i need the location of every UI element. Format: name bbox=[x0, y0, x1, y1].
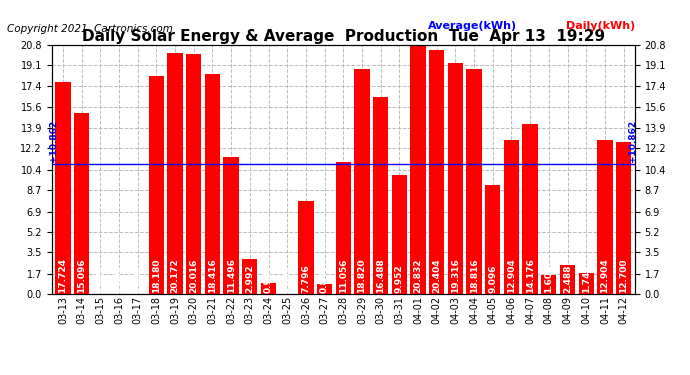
Bar bbox=[168, 53, 183, 294]
Bar bbox=[560, 264, 575, 294]
Text: 15.096: 15.096 bbox=[77, 258, 86, 292]
Text: 18.180: 18.180 bbox=[152, 258, 161, 292]
Text: 0.000: 0.000 bbox=[283, 265, 292, 292]
Text: 0.000: 0.000 bbox=[133, 265, 142, 292]
Bar bbox=[466, 69, 482, 294]
Bar bbox=[373, 97, 388, 294]
Text: 17.724: 17.724 bbox=[59, 258, 68, 292]
Text: 11.496: 11.496 bbox=[226, 258, 236, 292]
Bar bbox=[298, 201, 313, 294]
Text: 1.748: 1.748 bbox=[582, 264, 591, 292]
Bar bbox=[261, 283, 276, 294]
Text: +10.862: +10.862 bbox=[629, 120, 638, 162]
Bar bbox=[242, 258, 257, 294]
Text: 9.096: 9.096 bbox=[489, 264, 497, 292]
Bar bbox=[429, 50, 444, 294]
Text: 12.904: 12.904 bbox=[600, 258, 609, 292]
Text: 0.840: 0.840 bbox=[320, 264, 329, 292]
Text: 18.820: 18.820 bbox=[357, 258, 366, 292]
Text: +10.862: +10.862 bbox=[49, 120, 58, 162]
Text: 18.416: 18.416 bbox=[208, 258, 217, 292]
Text: 19.316: 19.316 bbox=[451, 258, 460, 292]
Text: 0.000: 0.000 bbox=[96, 265, 105, 292]
Bar bbox=[411, 45, 426, 294]
Bar bbox=[317, 284, 333, 294]
Text: 20.016: 20.016 bbox=[189, 258, 198, 292]
Bar bbox=[354, 69, 370, 294]
Bar bbox=[504, 140, 519, 294]
Text: 9.952: 9.952 bbox=[395, 264, 404, 292]
Bar bbox=[149, 76, 164, 294]
Text: 20.172: 20.172 bbox=[170, 258, 179, 292]
Text: 1.604: 1.604 bbox=[544, 264, 553, 292]
Text: 2.992: 2.992 bbox=[246, 264, 255, 292]
Text: 16.488: 16.488 bbox=[376, 258, 385, 292]
Text: 20.832: 20.832 bbox=[413, 258, 422, 292]
Bar bbox=[335, 162, 351, 294]
Text: 7.796: 7.796 bbox=[302, 264, 310, 292]
Text: 12.700: 12.700 bbox=[619, 258, 628, 292]
Text: 14.176: 14.176 bbox=[526, 258, 535, 292]
Text: 11.056: 11.056 bbox=[339, 258, 348, 292]
Bar bbox=[205, 74, 220, 294]
Text: 0.000: 0.000 bbox=[115, 265, 124, 292]
Text: 18.816: 18.816 bbox=[470, 258, 479, 292]
Bar bbox=[224, 156, 239, 294]
Text: 2.488: 2.488 bbox=[563, 264, 572, 292]
Text: Daily(kWh): Daily(kWh) bbox=[566, 21, 635, 31]
Bar bbox=[392, 175, 407, 294]
Bar bbox=[485, 185, 500, 294]
Bar bbox=[186, 54, 201, 294]
Title: Daily Solar Energy & Average  Production  Tue  Apr 13  19:29: Daily Solar Energy & Average Production … bbox=[81, 29, 605, 44]
Text: 12.904: 12.904 bbox=[507, 258, 516, 292]
Text: Average(kWh): Average(kWh) bbox=[428, 21, 517, 31]
Text: Copyright 2021  Cartronics.com: Copyright 2021 Cartronics.com bbox=[7, 24, 172, 34]
Bar bbox=[541, 275, 557, 294]
Bar bbox=[616, 142, 631, 294]
Bar bbox=[74, 113, 89, 294]
Bar bbox=[55, 82, 70, 294]
Bar bbox=[598, 140, 613, 294]
Bar bbox=[578, 273, 594, 294]
Text: 20.404: 20.404 bbox=[432, 258, 441, 292]
Bar bbox=[522, 124, 538, 294]
Text: 0.980: 0.980 bbox=[264, 264, 273, 292]
Bar bbox=[448, 63, 463, 294]
